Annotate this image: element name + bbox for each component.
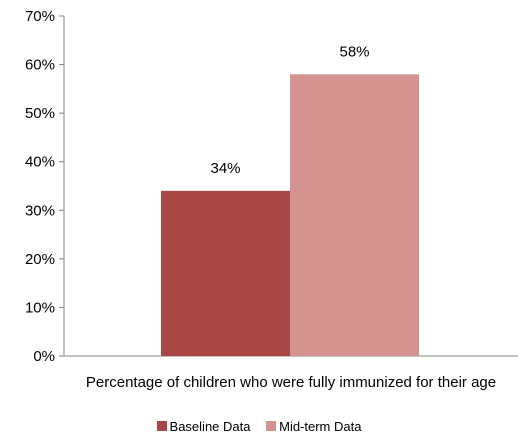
legend: Baseline Data Mid-term Data: [0, 418, 518, 436]
data-labels: 34% 58%: [210, 43, 369, 177]
data-label-baseline: 34%: [210, 160, 240, 177]
legend-swatch-baseline: [156, 421, 167, 431]
bar-baseline: [161, 190, 290, 356]
y-tick-label: 50%: [25, 105, 55, 122]
data-label-midterm: 58%: [339, 43, 369, 60]
legend-item-midterm: Mid-term Data: [266, 418, 361, 436]
legend-item-baseline: Baseline Data: [156, 418, 251, 436]
legend-swatch-midterm: [266, 421, 277, 431]
bars: [161, 74, 419, 357]
y-tick-label: 10%: [25, 299, 55, 316]
y-tick-label: 20%: [25, 251, 55, 268]
y-tick-label: 70%: [25, 8, 55, 25]
legend-label-midterm: Mid-term Data: [279, 419, 362, 434]
y-axis-ticks: 0% 10% 20% 30% 40% 50% 60% 70%: [25, 8, 64, 365]
legend-label-baseline: Baseline Data: [169, 419, 251, 434]
bar-midterm: [290, 74, 419, 357]
y-tick-label: 60%: [25, 57, 55, 74]
y-tick-label: 30%: [25, 202, 55, 219]
y-tick-label: 0%: [33, 348, 55, 365]
y-tick-label: 40%: [25, 154, 55, 171]
category-label: Percentage of children who were fully im…: [85, 374, 497, 391]
bar-chart: 0% 10% 20% 30% 40% 50% 60% 70% 34% 58%: [25, 8, 518, 365]
